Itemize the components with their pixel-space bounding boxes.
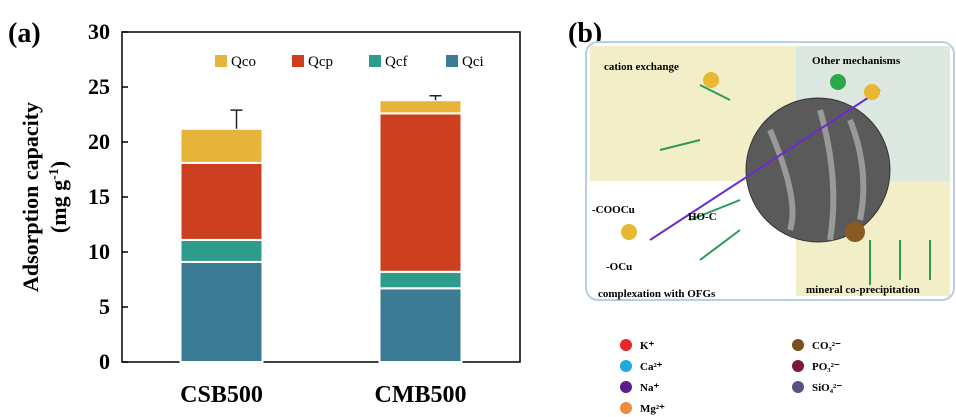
legend-label: Qci — [462, 54, 484, 70]
ion — [845, 222, 865, 242]
bar-segment — [380, 113, 462, 271]
legend-label: Na⁺ — [640, 382, 659, 394]
bar-segment — [181, 262, 263, 362]
legend-dot — [620, 339, 632, 351]
ion — [703, 72, 719, 88]
legend-label: Qco — [231, 54, 256, 70]
region-label: complexation with OFGs — [598, 288, 716, 300]
error-bar — [231, 110, 243, 129]
y-axis-unit: (mg g-1) — [46, 161, 71, 233]
legend-label: PO₃²⁻ — [812, 361, 840, 373]
ion — [621, 224, 637, 240]
bar-segment — [181, 163, 263, 240]
legend-label: Ca²⁺ — [640, 361, 663, 373]
legend-label: SiO₄²⁻ — [812, 382, 842, 394]
legend-label: Mg²⁺ — [640, 403, 665, 415]
legend-swatch — [292, 55, 304, 67]
region-label: cation exchange — [604, 61, 679, 73]
group-label: -COOCu — [592, 204, 635, 216]
legend-dot — [792, 381, 804, 393]
figure: (a) (b) Adsorption capacity (mg g-1) cat… — [0, 0, 956, 417]
legend-dot — [792, 339, 804, 351]
legend-swatch — [446, 55, 458, 67]
unit-part: (mg g — [46, 180, 71, 233]
bar-segment — [181, 240, 263, 262]
ion — [830, 74, 846, 90]
legend-dot — [620, 402, 632, 414]
y-tick-label: 20 — [88, 129, 110, 154]
unit-exp: -1 — [47, 168, 62, 180]
bar-segment — [181, 129, 263, 163]
x-tick-label: CSB500 — [180, 382, 263, 408]
group-label: -OCu — [606, 261, 632, 273]
legend-swatch — [215, 55, 227, 67]
y-tick-label: 0 — [99, 349, 110, 374]
group-label: HO-C — [688, 211, 717, 223]
legend-label: Qcp — [308, 54, 333, 70]
y-tick-label: 25 — [88, 74, 110, 99]
region-label: Other mechanisms — [812, 55, 901, 67]
legend-dot — [620, 360, 632, 372]
unit-part: ) — [46, 161, 71, 168]
y-tick-label: 30 — [88, 19, 110, 44]
panel-label: (a) — [8, 18, 41, 49]
bar-segment — [380, 100, 462, 113]
ion — [864, 84, 880, 100]
y-axis-title: Adsorption capacity — [18, 102, 43, 292]
legend-label: CO₃²⁻ — [812, 340, 841, 352]
legend-dot — [792, 360, 804, 372]
biochar-particle — [746, 98, 890, 242]
x-tick-label: CMB500 — [375, 382, 467, 408]
bar-segment — [380, 272, 462, 289]
y-tick-label: 10 — [88, 239, 110, 264]
legend-swatch — [369, 55, 381, 67]
legend-label: Qcf — [385, 54, 408, 70]
region-label: mineral co-precipitation — [806, 284, 920, 296]
mechanism-diagram: cation exchange Other mechanisms complex… — [586, 42, 954, 300]
legend-label: K⁺ — [640, 340, 655, 352]
bar-segment — [380, 288, 462, 362]
legend-dot — [620, 381, 632, 393]
y-tick-label: 15 — [88, 184, 110, 209]
y-tick-label: 5 — [99, 294, 110, 319]
